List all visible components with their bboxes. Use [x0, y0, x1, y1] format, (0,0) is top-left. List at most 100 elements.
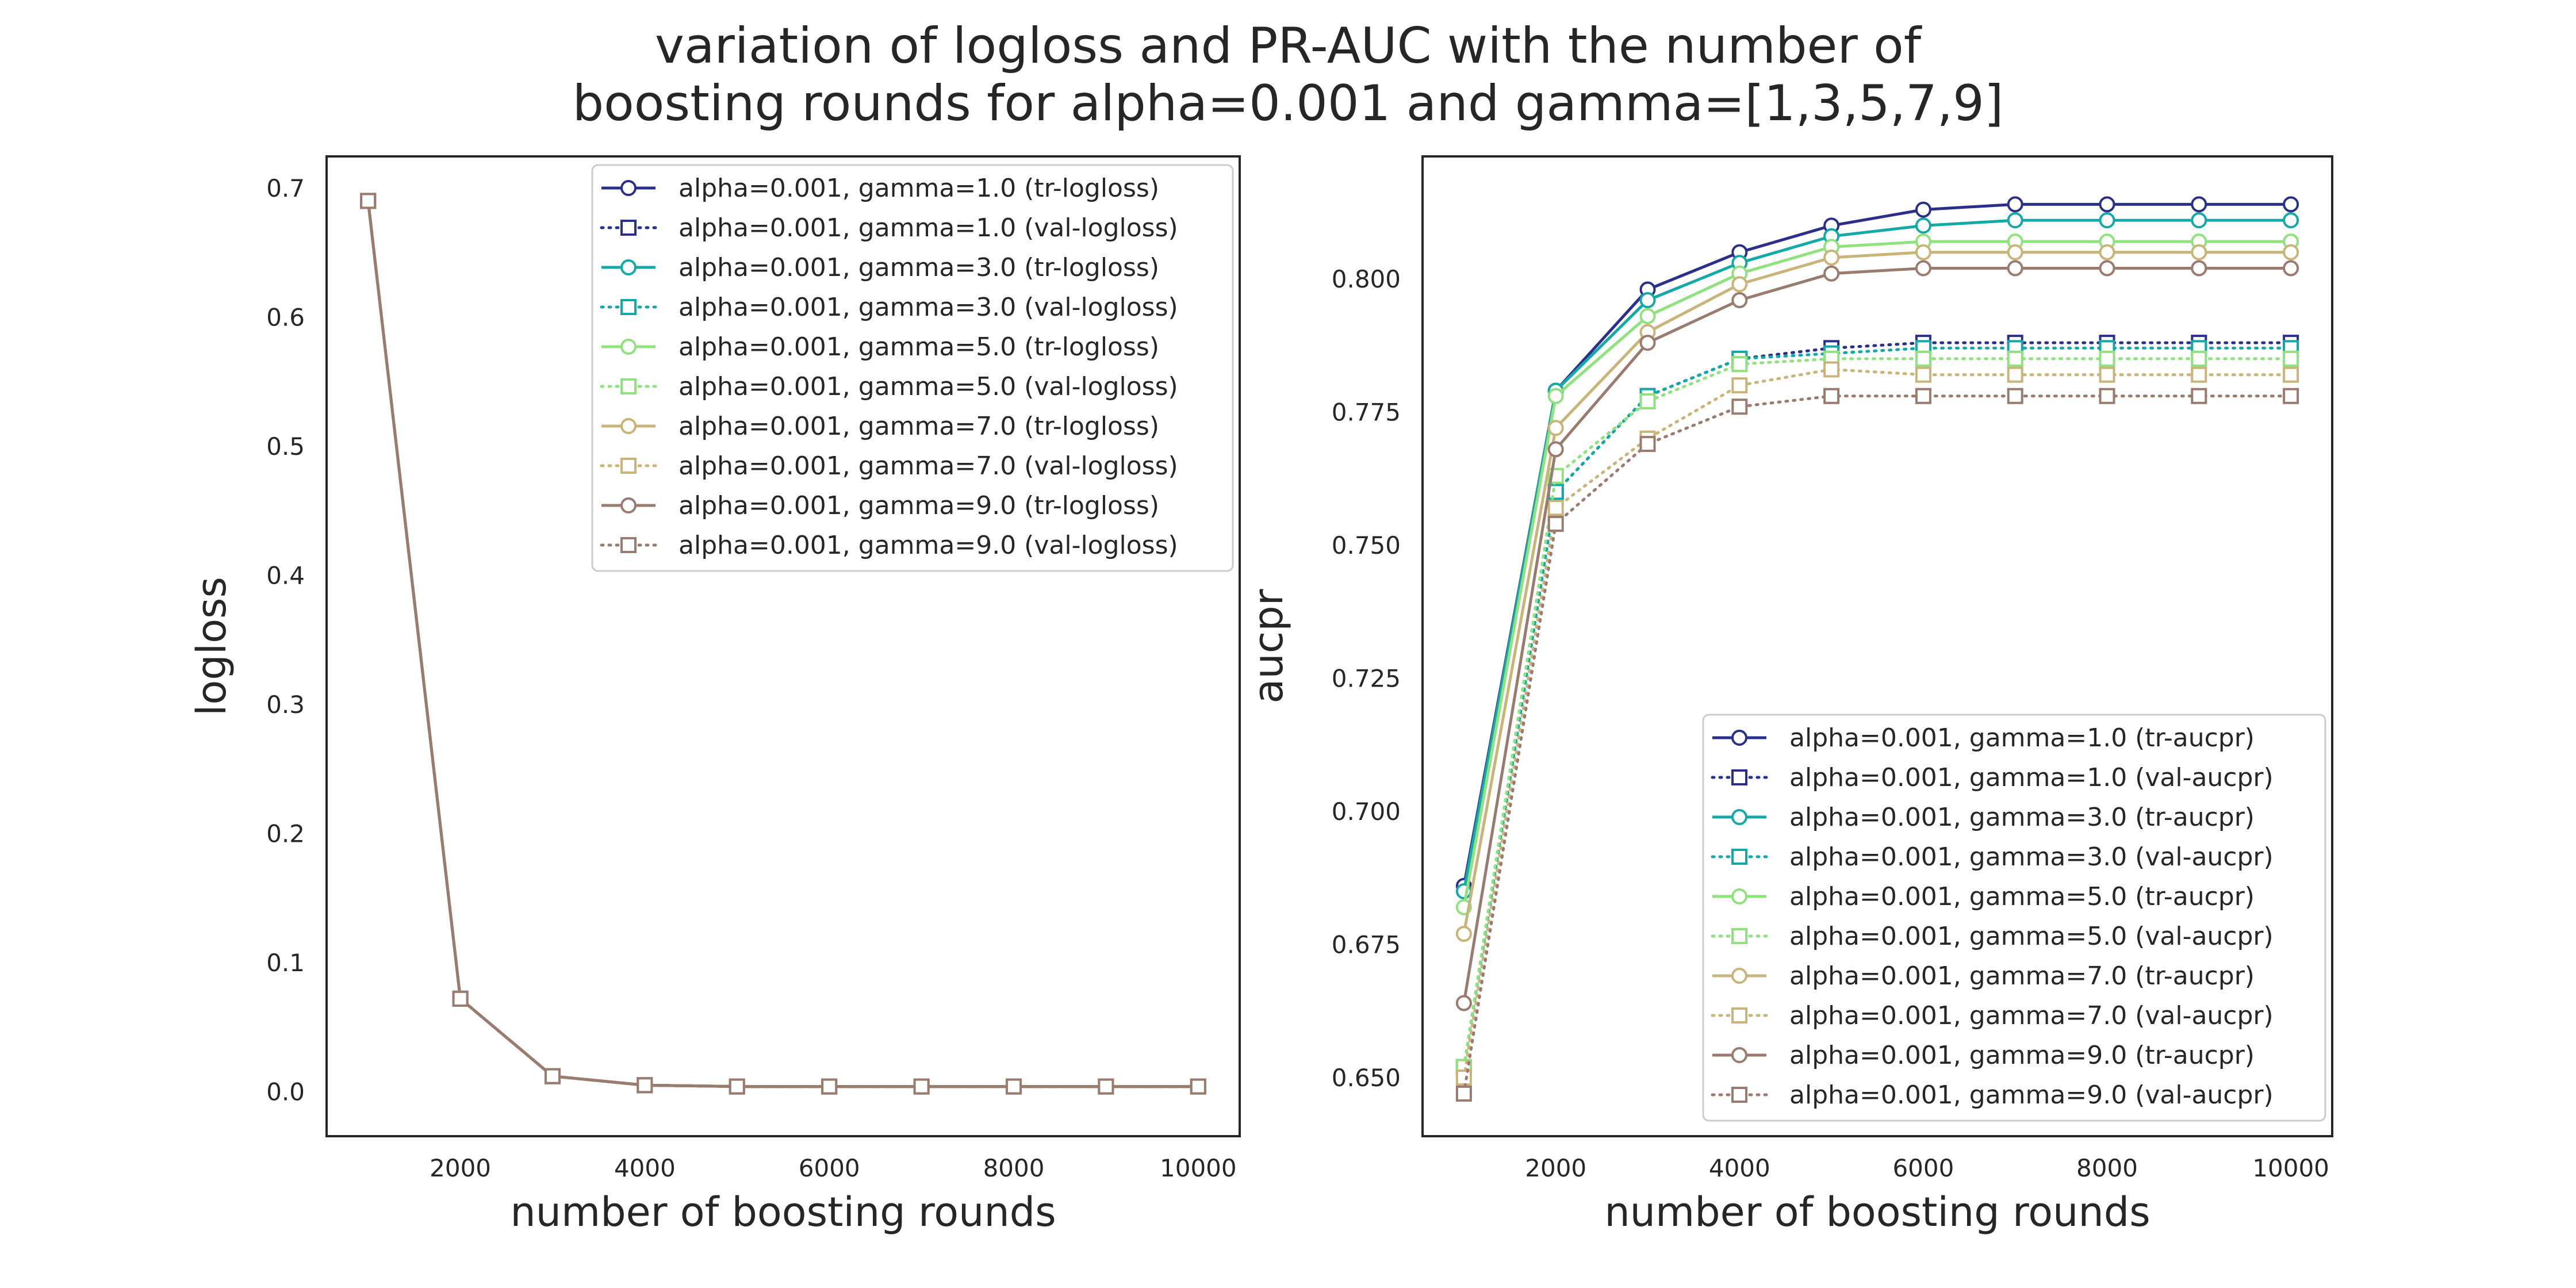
data-point-marker: [1731, 292, 1748, 309]
y-tick-label: 0.4: [266, 562, 305, 590]
data-point-marker: [2007, 244, 2023, 260]
series-line: [1462, 346, 2293, 1069]
y-tick-label: 0.3: [266, 691, 305, 719]
x-tick-label: 2000: [430, 1154, 491, 1182]
data-point-marker: [1915, 217, 1931, 234]
x-tick-label: 2000: [1525, 1154, 1586, 1182]
data-point-marker: [2283, 350, 2299, 367]
data-point-marker: [2007, 388, 2023, 404]
y-tick-label: 0.650: [1332, 1064, 1401, 1092]
legend-entry-label: alpha=0.001, gamma=9.0 (val-logloss): [678, 531, 1178, 560]
data-point-marker: [1547, 388, 1564, 404]
data-point-marker: [1098, 1078, 1114, 1095]
legend-entry-label: alpha=0.001, gamma=9.0 (tr-logloss): [678, 491, 1159, 520]
legend-marker: [1731, 730, 1747, 746]
legend-entry-label: alpha=0.001, gamma=3.0 (val-logloss): [678, 293, 1178, 322]
legend-marker: [620, 418, 637, 434]
x-tick-label: 6000: [799, 1154, 860, 1182]
data-point-marker: [1639, 393, 1656, 409]
data-point-marker: [2191, 196, 2207, 213]
legend-marker: [620, 180, 637, 196]
data-point-marker: [1639, 436, 1656, 453]
data-point-marker: [2283, 260, 2299, 277]
series-line: [1462, 240, 2291, 908]
legend-entry-label: alpha=0.001, gamma=5.0 (val-logloss): [678, 372, 1178, 401]
data-point-marker: [1639, 292, 1656, 309]
series-line: [1462, 266, 2291, 1003]
figure-title: variation of logloss and PR-AUC with the…: [0, 17, 2576, 132]
y-tick-label: 0.2: [266, 820, 305, 848]
series-line: [1462, 202, 2291, 887]
y-tick-label: 0.775: [1332, 398, 1401, 427]
legend-marker: [1731, 1047, 1747, 1063]
x-axis-label: number of boosting rounds: [1604, 1189, 2150, 1236]
data-point-marker: [2191, 388, 2207, 404]
legend-box: [1702, 714, 2326, 1122]
legend-marker: [620, 497, 637, 513]
legend-entry-label: alpha=0.001, gamma=1.0 (val-aucpr): [1789, 763, 2274, 792]
series-line: [1462, 367, 2293, 1079]
data-point-marker: [2283, 244, 2299, 260]
legend-entry-label: alpha=0.001, gamma=5.0 (tr-aucpr): [1789, 882, 2255, 911]
data-point-marker: [1547, 441, 1564, 458]
data-point-marker: [544, 1068, 561, 1084]
legend-entry-label: alpha=0.001, gamma=1.0 (tr-logloss): [678, 174, 1159, 203]
legend-entry-label: alpha=0.001, gamma=3.0 (tr-aucpr): [1789, 803, 2255, 832]
data-point-marker: [2283, 388, 2299, 404]
data-point-marker: [1731, 398, 1748, 415]
legend-entry-label: alpha=0.001, gamma=1.0 (tr-aucpr): [1789, 723, 2255, 753]
data-point-marker: [2099, 260, 2115, 277]
data-point-marker: [2099, 350, 2115, 367]
y-axis-label: logloss: [188, 577, 235, 716]
data-point-marker: [1915, 244, 1931, 260]
data-point-marker: [1455, 995, 1472, 1011]
series-group: [1455, 196, 2299, 1102]
data-point-marker: [2099, 388, 2115, 404]
y-tick-label: 0.5: [266, 432, 305, 461]
data-point-marker: [1823, 249, 1840, 266]
x-tick-label: 4000: [1709, 1154, 1770, 1182]
legend-marker: [620, 537, 637, 553]
data-point-marker: [2007, 196, 2023, 213]
data-point-marker: [1639, 335, 1656, 351]
legend: alpha=0.001, gamma=1.0 (tr-logloss) alpha…: [591, 164, 1234, 572]
legend-entry-label: alpha=0.001, gamma=7.0 (tr-logloss): [678, 412, 1159, 441]
data-point-marker: [1455, 926, 1472, 942]
x-tick-label: 10000: [2252, 1154, 2329, 1182]
data-point-marker: [1455, 1070, 1472, 1086]
legend-marker: [1731, 769, 1747, 785]
series-line: [1462, 394, 2293, 1095]
legend-entry-label: alpha=0.001, gamma=3.0 (val-aucpr): [1789, 842, 2274, 872]
data-point-marker: [1639, 308, 1656, 324]
data-point-marker: [1731, 276, 1748, 293]
legend-entry-label: alpha=0.001, gamma=5.0 (val-aucpr): [1789, 922, 2274, 951]
legend-marker: [1731, 809, 1747, 825]
data-point-marker: [2007, 260, 2023, 277]
legend-marker: [620, 220, 637, 236]
y-tick-label: 0.700: [1332, 798, 1401, 826]
legend: alpha=0.001, gamma=1.0 (tr-aucpr) alpha=0…: [1702, 714, 2326, 1122]
data-point-marker: [821, 1078, 838, 1095]
y-tick-label: 0.750: [1332, 531, 1401, 559]
data-point-marker: [1731, 356, 1748, 373]
data-point-marker: [1547, 500, 1564, 516]
data-point-marker: [2099, 244, 2115, 260]
data-point-marker: [452, 990, 469, 1007]
data-point-marker: [1915, 201, 1931, 218]
x-tick-label: 6000: [1892, 1154, 1954, 1182]
data-point-marker: [1823, 265, 1840, 282]
y-tick-label: 0.800: [1332, 265, 1401, 293]
data-point-marker: [2191, 350, 2207, 367]
series-group: [360, 193, 1206, 1095]
data-point-marker: [2007, 350, 2023, 367]
series-line: [1462, 251, 2291, 934]
x-axis-label: number of boosting rounds: [510, 1189, 1056, 1236]
data-point-marker: [1547, 516, 1564, 532]
series-line: [366, 201, 1198, 1088]
data-point-marker: [637, 1077, 653, 1094]
x-tick-label: 10000: [1160, 1154, 1237, 1182]
legend-entry-label: alpha=0.001, gamma=7.0 (tr-aucpr): [1789, 961, 2255, 991]
legend-entry-label: alpha=0.001, gamma=7.0 (val-logloss): [678, 451, 1178, 481]
legend-marker: [620, 378, 637, 394]
